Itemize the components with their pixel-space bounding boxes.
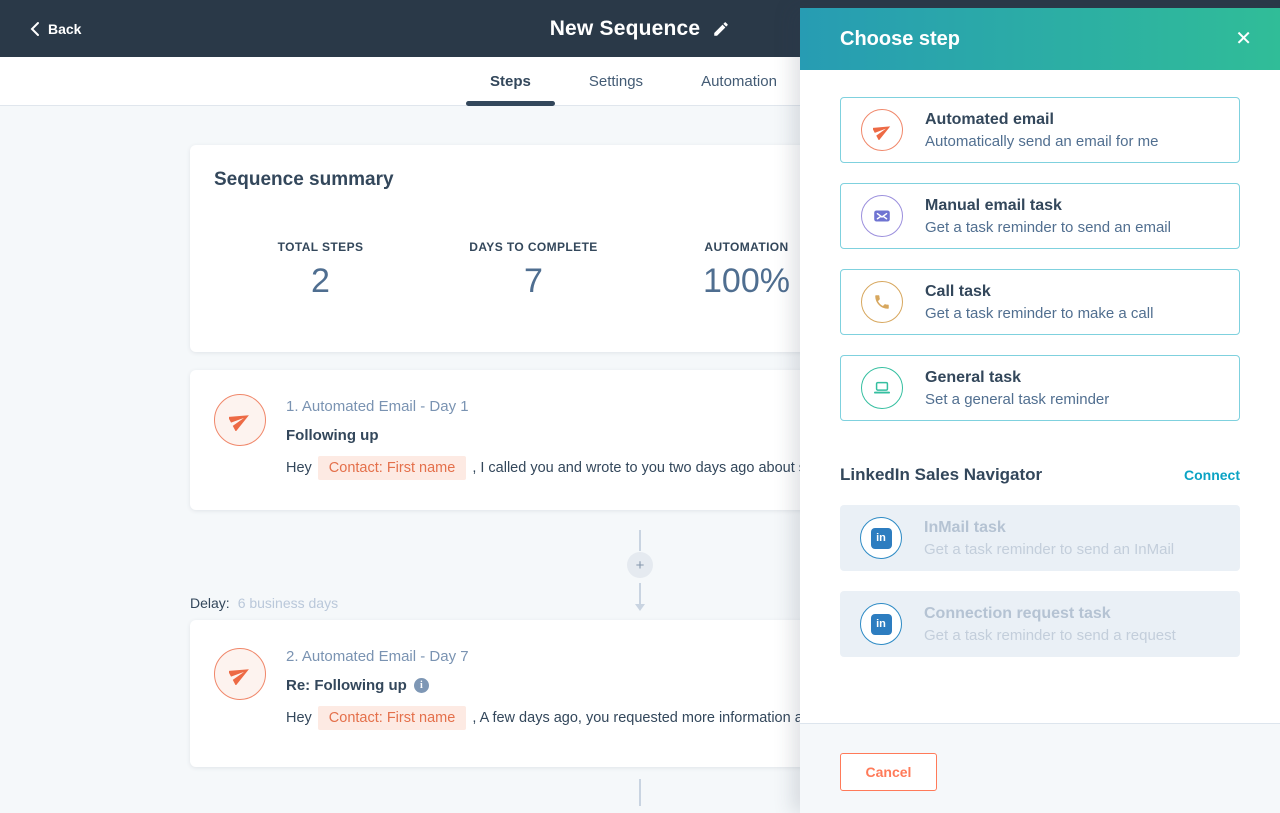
laptop-icon [861,367,903,409]
option-inmail-task: in InMail task Get a task reminder to se… [840,505,1240,571]
step-2-subject: Re: Following up [286,677,407,694]
edit-pencil-icon[interactable] [712,20,730,38]
linkedin-icon: in [860,517,902,559]
stat-total-steps-label: TOTAL STEPS [277,240,364,254]
option-title: InMail task [924,518,1006,536]
page-title: New Sequence [549,16,701,40]
stat-days-label: DAYS TO COMPLETE [469,240,598,254]
connector-line-bottom [639,583,641,605]
personalization-token[interactable]: Contact: First name [317,706,467,730]
step-1-subject: Following up [286,427,379,444]
linkedin-section-title: LinkedIn Sales Navigator [840,465,1043,484]
linkedin-badge: in [870,527,892,549]
option-title: General task [925,368,1022,386]
delay-label: Delay: [190,595,230,611]
info-icon[interactable]: i [413,678,429,693]
tab-automation-label: Automation [701,73,777,90]
add-step-button[interactable]: + [627,552,653,578]
tab-steps-label: Steps [490,73,531,90]
tab-steps[interactable]: Steps [466,57,555,106]
cancel-button[interactable]: Cancel [840,753,937,791]
option-desc: Get a task reminder to send an InMail [924,540,1175,558]
delay-value: 6 business days [237,595,339,611]
step-2-body-suffix: , A few days ago, you requested more inf… [472,710,832,726]
step-1-body-suffix: , I called you and wrote to you two days… [472,460,835,476]
stat-total-steps-value: 2 [311,262,330,300]
connector-line-top [639,530,641,551]
active-tab-underline [466,101,555,106]
phone-icon [861,281,903,323]
panel-body: Automated email Automatically send an em… [800,70,1280,723]
tab-settings[interactable]: Settings [589,57,643,106]
linkedin-icon: in [860,603,902,645]
linkedin-section-header: LinkedIn Sales Navigator Connect [840,465,1240,485]
delay-row[interactable]: Delay: 6 business days [190,595,338,611]
connect-link[interactable]: Connect [1184,467,1240,483]
stat-days-to-complete: DAYS TO COMPLETE 7 [427,240,640,301]
linkedin-badge: in [870,613,892,635]
personalization-token[interactable]: Contact: First name [317,456,467,480]
option-connection-request-task: in Connection request task Get a task re… [840,591,1240,657]
option-title: Call task [925,282,991,300]
step-1-title: 1. Automated Email - Day 1 [286,398,469,415]
option-title: Automated email [925,110,1054,128]
back-label: Back [48,20,82,37]
send-icon [861,109,903,151]
option-manual-email-task[interactable]: Manual email task Get a task reminder to… [840,183,1240,249]
stat-automation: AUTOMATION 100% [640,240,853,301]
step-2-body: Hey Contact: First name , A few days ago… [286,706,934,730]
option-desc: Get a task reminder to send an email [925,218,1171,236]
stat-automation-label: AUTOMATION [704,240,789,254]
title-area: New Sequence [0,0,1280,57]
option-call-task[interactable]: Call task Get a task reminder to make a … [840,269,1240,335]
option-general-task[interactable]: General task Set a general task reminder [840,355,1240,421]
stat-days-value: 7 [524,262,543,300]
close-icon[interactable]: ✕ [1235,28,1252,50]
option-desc: Get a task reminder to send a request [924,626,1176,644]
step-2-body-prefix: Hey [286,710,312,726]
option-desc: Get a task reminder to make a call [925,304,1154,322]
step-2-title: 2. Automated Email - Day 7 [286,648,469,665]
plus-icon: + [635,556,645,574]
automated-email-icon [214,394,266,446]
stat-automation-value: 100% [703,262,790,300]
option-automated-email[interactable]: Automated email Automatically send an em… [840,97,1240,163]
summary-stats: TOTAL STEPS 2 DAYS TO COMPLETE 7 AUTOMAT… [214,240,854,301]
chevron-left-icon [30,21,39,36]
step-1-body-prefix: Hey [286,460,312,476]
panel-title: Choose step [840,27,961,50]
option-desc: Automatically send an email for me [925,132,1159,150]
summary-title: Sequence summary [214,169,394,190]
automated-email-icon [214,648,266,700]
step-1-body: Hey Contact: First name , I called you a… [286,456,934,480]
panel-footer: Cancel [800,723,1280,813]
option-title: Connection request task [924,604,1111,622]
back-button[interactable]: Back [30,0,81,57]
option-title: Manual email task [925,196,1062,214]
stat-total-steps: TOTAL STEPS 2 [214,240,427,301]
option-desc: Set a general task reminder [925,390,1110,408]
envelope-icon [861,195,903,237]
panel-header: Choose step ✕ [800,8,1280,70]
choose-step-panel: Choose step ✕ Automated email Automatica… [800,8,1280,813]
tab-settings-label: Settings [588,73,644,90]
tab-automation[interactable]: Automation [701,57,777,106]
arrow-down-icon [635,604,645,611]
connector-line-bottom-stub [639,779,641,806]
